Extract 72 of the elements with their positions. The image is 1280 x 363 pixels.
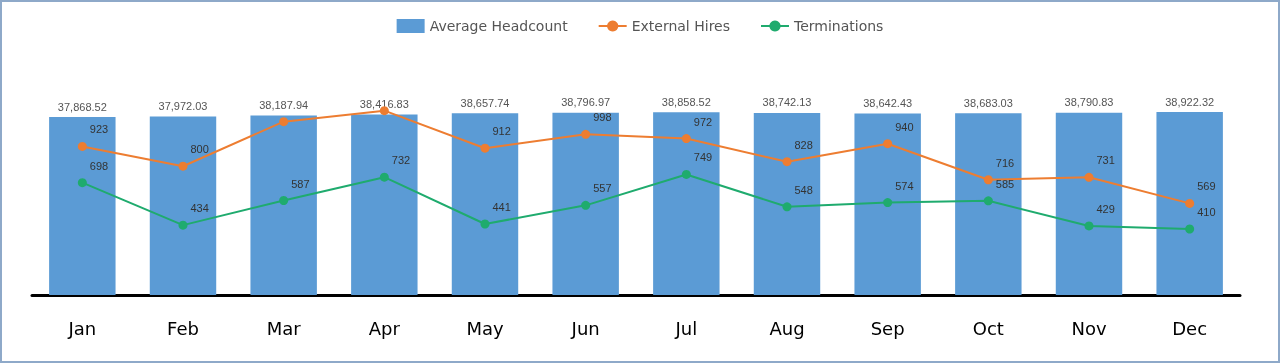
x-tick-label: Aug (769, 317, 805, 339)
data-label: 429 (1096, 202, 1115, 215)
legend-label: External Hires (631, 18, 730, 34)
point (1185, 224, 1195, 234)
data-label: 548 (794, 183, 813, 196)
data-label: 585 (995, 177, 1015, 190)
data-label: 731 (1096, 154, 1115, 167)
x-tick-label: Nov (1071, 317, 1107, 339)
data-label: 912 (492, 125, 511, 138)
data-label: 38,858.52 (661, 95, 711, 108)
data-label: 732 (391, 154, 411, 167)
point (178, 161, 188, 171)
x-tick-label: Feb (167, 317, 199, 339)
data-label: 38,790.83 (1064, 96, 1114, 109)
point (782, 157, 792, 167)
data-label: 38,796.97 (561, 96, 611, 109)
point (883, 139, 893, 149)
data-label: 749 (693, 151, 713, 164)
x-tick-label: Dec (1172, 317, 1208, 339)
point (883, 198, 893, 208)
data-label: 37,868.52 (57, 100, 107, 113)
data-label: 828 (794, 138, 813, 151)
x-tick-label: Jan (67, 317, 97, 339)
data-label: 557 (593, 182, 612, 195)
data-label: 38,657.74 (460, 96, 510, 109)
legend-label: Average Headcount (429, 18, 569, 34)
data-label: 716 (995, 156, 1015, 169)
data-label: 38,922.32 (1165, 95, 1215, 108)
point (1084, 221, 1094, 231)
point (581, 129, 591, 139)
x-tick-label: Apr (368, 317, 401, 339)
point (379, 172, 389, 182)
point (480, 219, 490, 229)
data-label: 441 (492, 201, 511, 214)
data-label: 940 (895, 120, 914, 133)
point (178, 220, 188, 230)
data-label: 38,187.94 (259, 99, 309, 112)
point (279, 196, 289, 206)
legend-label: Terminations (792, 18, 884, 34)
point (681, 169, 691, 179)
point (581, 200, 591, 210)
data-label: 569 (1197, 180, 1216, 193)
point (983, 196, 993, 206)
point (983, 175, 993, 185)
data-label: 923 (89, 123, 109, 136)
data-label: 698 (89, 159, 109, 172)
x-tick-label: May (466, 317, 504, 339)
point (782, 202, 792, 212)
data-label: 998 (593, 111, 612, 124)
point (480, 143, 490, 153)
point (279, 117, 289, 127)
data-label: 587 (291, 177, 310, 190)
point (77, 178, 87, 188)
x-tick-label: Jul (674, 317, 698, 339)
data-label: 37,972.03 (158, 100, 208, 113)
data-label: 38,683.03 (963, 96, 1013, 109)
data-label: 434 (190, 202, 209, 215)
x-tick-label: Sep (870, 317, 905, 339)
data-label: 38,742.13 (762, 96, 812, 109)
data-label: 410 (1197, 206, 1216, 218)
x-tick-label: Mar (266, 317, 302, 339)
x-tick-label: Oct (972, 317, 1004, 339)
point (77, 141, 87, 151)
data-label: 38,416.83 (359, 97, 409, 110)
point (1084, 172, 1094, 182)
data-label: 38,642.43 (863, 96, 913, 109)
x-tick-label: Jun (570, 317, 600, 339)
data-label: 800 (190, 143, 209, 156)
point (681, 134, 691, 144)
point (1185, 198, 1195, 208)
data-label: 972 (693, 115, 713, 128)
data-label: 574 (895, 179, 914, 192)
